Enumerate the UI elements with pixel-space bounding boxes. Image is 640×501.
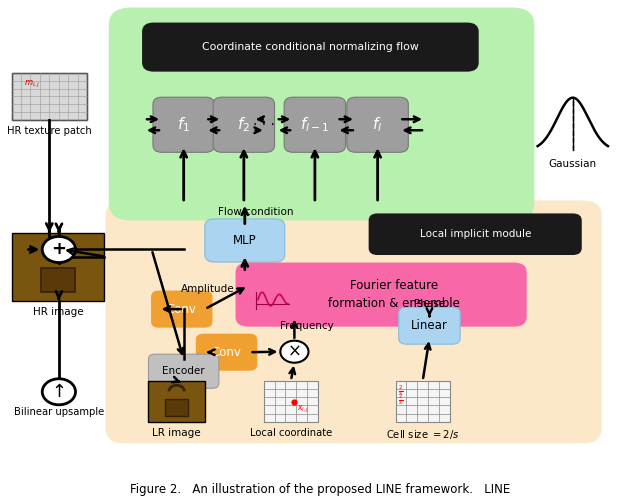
- Text: HR image: HR image: [33, 307, 83, 317]
- FancyBboxPatch shape: [369, 213, 582, 255]
- FancyBboxPatch shape: [153, 97, 214, 152]
- Text: Amplitude: Amplitude: [180, 284, 234, 294]
- Bar: [12, 73, 87, 120]
- FancyBboxPatch shape: [142, 23, 479, 72]
- Text: Phase: Phase: [414, 299, 445, 309]
- Text: $x_{i,j}$: $x_{i,j}$: [298, 404, 310, 415]
- Bar: [264, 381, 318, 422]
- Bar: [148, 381, 205, 422]
- Text: +: +: [51, 240, 67, 259]
- Text: Local implicit module: Local implicit module: [419, 229, 531, 239]
- Bar: [165, 399, 188, 416]
- Bar: [396, 381, 450, 422]
- Text: LR image: LR image: [152, 428, 201, 438]
- Text: MLP: MLP: [233, 234, 257, 247]
- Text: Gaussian: Gaussian: [548, 159, 597, 169]
- Text: ×: ×: [287, 343, 301, 361]
- FancyBboxPatch shape: [236, 263, 527, 327]
- Circle shape: [42, 379, 76, 405]
- Bar: [12, 233, 104, 301]
- FancyBboxPatch shape: [148, 354, 219, 388]
- Text: · · ·: · · ·: [253, 118, 275, 132]
- Text: $\frac{2}{s}$: $\frac{2}{s}$: [398, 392, 403, 407]
- Text: Conv: Conv: [167, 303, 196, 316]
- Text: Flow condition: Flow condition: [218, 207, 294, 217]
- FancyBboxPatch shape: [284, 97, 346, 152]
- Text: Local coordinate: Local coordinate: [250, 428, 332, 438]
- Text: $\frac{2}{s}$: $\frac{2}{s}$: [398, 383, 403, 398]
- Text: $f_1$: $f_1$: [177, 115, 190, 134]
- Text: Linear: Linear: [411, 319, 448, 332]
- Circle shape: [42, 236, 76, 263]
- FancyBboxPatch shape: [399, 307, 460, 344]
- FancyBboxPatch shape: [347, 97, 408, 152]
- FancyBboxPatch shape: [106, 200, 602, 443]
- FancyBboxPatch shape: [205, 219, 285, 262]
- Text: Conv: Conv: [212, 346, 241, 359]
- Text: Cell size $= 2/s$: Cell size $= 2/s$: [386, 428, 460, 441]
- Text: $f_2$: $f_2$: [237, 115, 250, 134]
- Text: HR texture patch: HR texture patch: [7, 126, 92, 136]
- FancyBboxPatch shape: [151, 291, 212, 328]
- Text: Encoder: Encoder: [163, 366, 205, 376]
- Text: $m_{i,j}$: $m_{i,j}$: [24, 79, 41, 91]
- Text: Fourier feature
formation & ensemble: Fourier feature formation & ensemble: [328, 279, 460, 310]
- Bar: [41, 268, 74, 292]
- Text: ↑: ↑: [51, 383, 67, 401]
- Text: $f_l$: $f_l$: [372, 115, 383, 134]
- Text: $f_{l-1}$: $f_{l-1}$: [300, 115, 330, 134]
- Text: Bilinear upsample: Bilinear upsample: [13, 407, 104, 417]
- FancyBboxPatch shape: [109, 8, 534, 220]
- Text: Figure 2.   An illustration of the proposed LINE framework.   LINE: Figure 2. An illustration of the propose…: [130, 483, 510, 496]
- Text: Coordinate conditional normalizing flow: Coordinate conditional normalizing flow: [202, 42, 419, 52]
- FancyBboxPatch shape: [196, 334, 257, 371]
- Circle shape: [280, 341, 308, 363]
- FancyBboxPatch shape: [213, 97, 275, 152]
- Text: Frequency: Frequency: [280, 321, 334, 331]
